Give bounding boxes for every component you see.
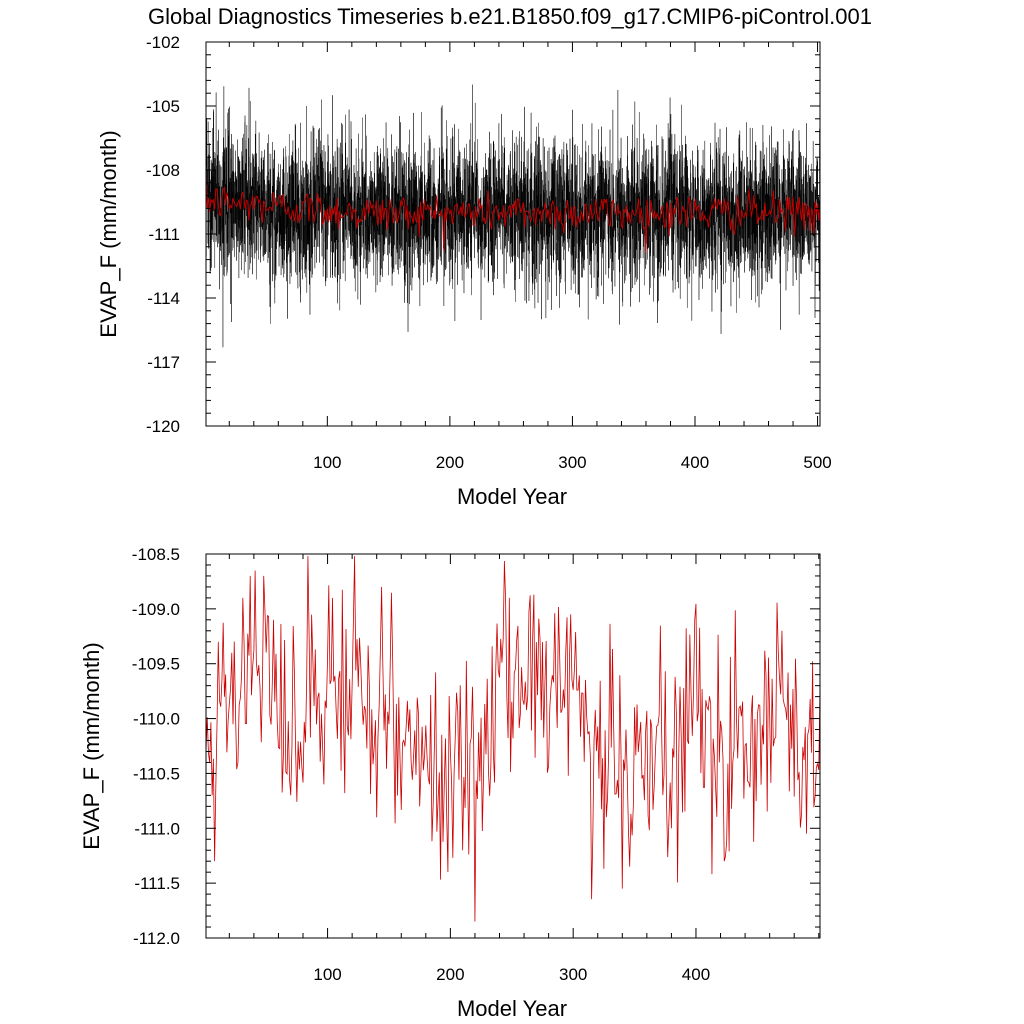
y-tick-label: -111	[148, 225, 180, 244]
x-tick-label: 200	[436, 453, 464, 472]
x-tick-label: 500	[803, 453, 831, 472]
x-tick-label: 400	[682, 965, 710, 984]
y-tick-label: -109.0	[132, 600, 180, 619]
y-tick-label: -111.0	[134, 819, 180, 838]
series-annual-mean-line	[206, 174, 820, 253]
y-tick-label: -102	[146, 33, 180, 52]
x-tick-label: 300	[559, 965, 587, 984]
y-tick-label: -111.5	[134, 874, 180, 893]
x-tick-label: 400	[681, 453, 709, 472]
x-tick-label: 200	[436, 965, 464, 984]
chart-1-frame	[205, 553, 821, 939]
y-tick-label: -109.5	[132, 655, 180, 674]
y-tick-label: -108.5	[132, 545, 180, 564]
series-monthly-line	[206, 84, 820, 348]
chart-0-plot-area	[206, 84, 820, 348]
chart-1-plot-area	[206, 556, 820, 922]
y-tick-label: -110.5	[133, 764, 180, 783]
chart-top: EVAP_F (mm/month) Model Year -120 -117 -11…	[96, 33, 832, 509]
y-tick-label: -112.0	[133, 929, 180, 948]
chart-bottom: EVAP_F (mm/month) Model Year -112.0 -111.…	[79, 545, 821, 1021]
y-tick-label: -120	[146, 417, 180, 436]
x-tick-label: 300	[558, 453, 586, 472]
series-annual-mean-line	[206, 556, 820, 922]
chart-bottom-ylabel: EVAP_F (mm/month)	[79, 642, 104, 849]
x-tick-label: 100	[313, 453, 341, 472]
chart-bottom-xlabel: Model Year	[457, 996, 567, 1021]
y-tick-label: -108	[146, 161, 180, 180]
chart-top-ylabel: EVAP_F (mm/month)	[96, 130, 121, 337]
y-tick-label: -110.0	[133, 710, 180, 729]
y-tick-label: -105	[146, 97, 180, 116]
y-tick-label: -117	[147, 353, 180, 372]
chart-top-xlabel: Model Year	[457, 484, 567, 509]
y-tick-label: -114	[147, 289, 180, 308]
page-title: Global Diagnostics Timeseries b.e21.B185…	[148, 4, 872, 29]
x-tick-label: 100	[313, 965, 341, 984]
